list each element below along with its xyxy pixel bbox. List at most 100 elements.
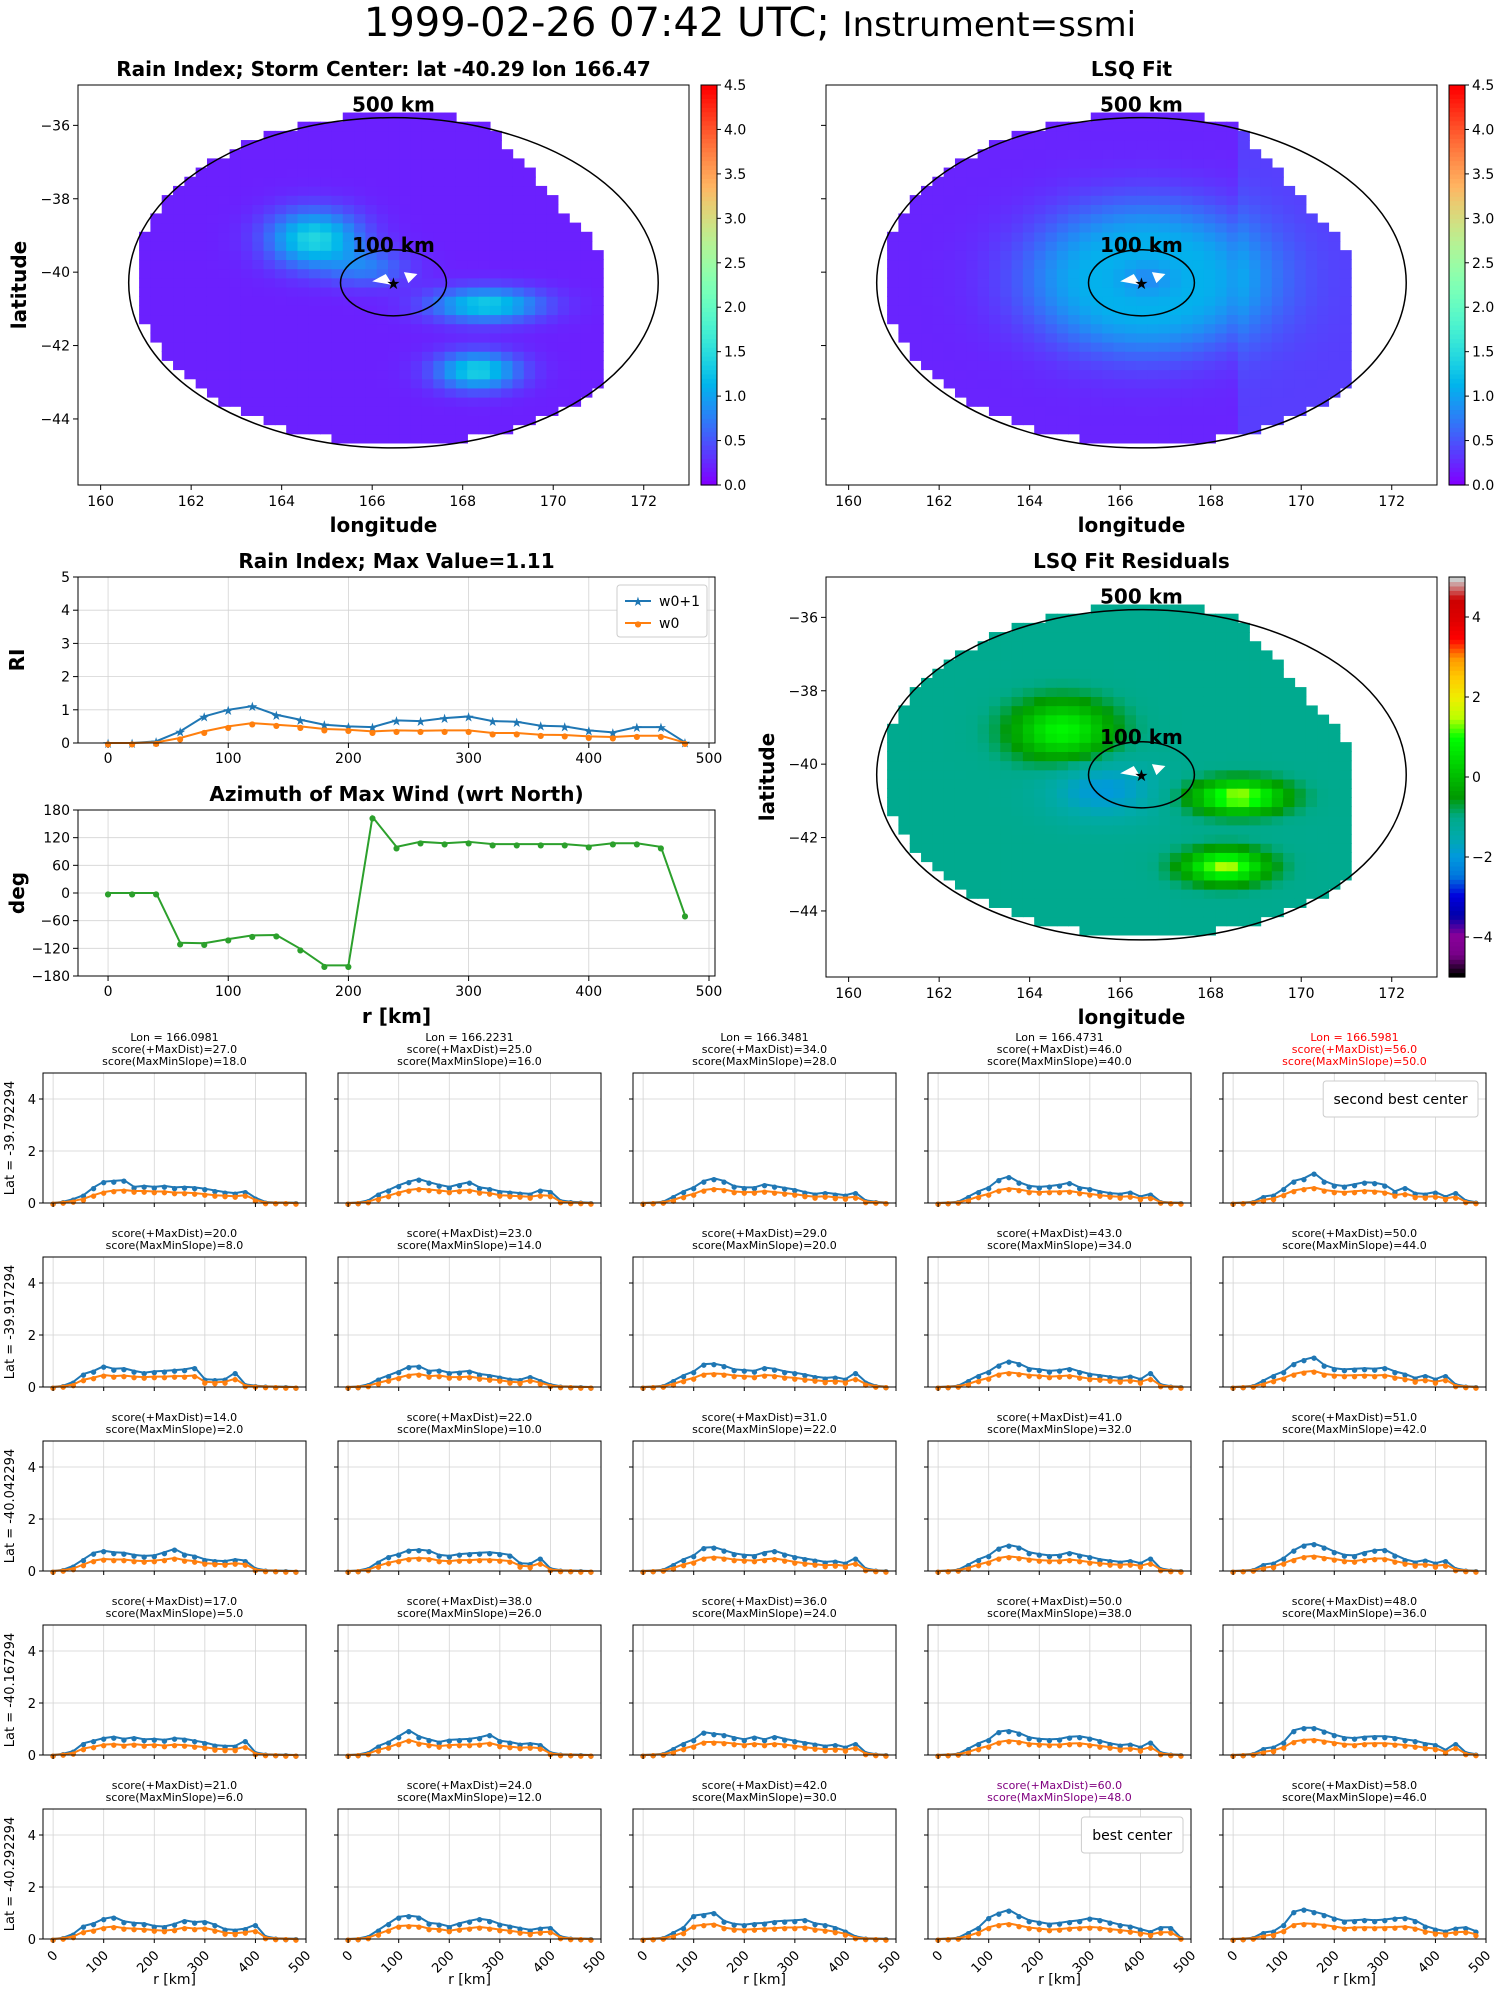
subplot-legend (1080, 1816, 1184, 1854)
data-point: ● (588, 1200, 594, 1208)
subplot-frame (632, 1440, 897, 1572)
data-point: ● (1147, 1194, 1153, 1202)
data-point: ● (80, 1562, 86, 1570)
data-point: ● (1107, 1374, 1113, 1382)
data-point: ● (1077, 1368, 1083, 1376)
data-point: ● (996, 1729, 1002, 1737)
data-point: ● (1056, 1182, 1062, 1190)
data-point: ● (1158, 1382, 1164, 1390)
subplot-r5-c1: ● ●● ●● ●● ● ● ● ● ● ● ● ● ●● ● ● ●● ● ● ●● ●● ● ● ● ● ● ● ● ● ● ● ● ● ●… (3, 1779, 314, 1988)
data-point: ● (466, 1918, 472, 1926)
map-title: LSQ Fit (1091, 57, 1173, 81)
data-point: ● (721, 1186, 727, 1194)
data-point: ● (477, 1189, 483, 1197)
data-point: ● (1372, 1373, 1378, 1381)
data-point: ● (1097, 1192, 1103, 1200)
data-point: ● (1067, 1373, 1073, 1381)
data-point: ● (426, 1736, 432, 1744)
data-point: ● (80, 1923, 86, 1931)
data-point: ● (232, 1376, 238, 1384)
data-point: ● (375, 1380, 381, 1388)
data-point: ● (852, 1740, 858, 1748)
data-point: ● (91, 1927, 97, 1935)
data-point: ● (182, 1925, 188, 1933)
data-point: ● (792, 1743, 798, 1751)
subplot-title-line: score(+MaxDist)=51.0 (1292, 1411, 1417, 1424)
map-field-fit (887, 112, 1352, 444)
data-point: ● (1402, 1915, 1408, 1923)
data-point: ● (426, 1548, 432, 1556)
data-point: ● (996, 1910, 1002, 1918)
series-line-w0 (108, 722, 686, 744)
data-point: ● (171, 1927, 177, 1935)
data-point: ● (1016, 1370, 1022, 1378)
x-tick-label: 500 (696, 751, 723, 767)
data-point: ● (1442, 1372, 1448, 1380)
row-lat-label: Lat = -40.292294 (3, 1817, 18, 1931)
x-tick-label: 300 (455, 984, 482, 1000)
data-point: ● (497, 1377, 503, 1385)
subplot-r3-c3: ● ●●● ●● ● ● ● ● ● ● ● ● ● ● ● ● ● ●●● ● ●● ● ● ● ● ● ● ● ● ● ● ● ● ● ● ●… (629, 1411, 897, 1576)
data-point: ● (396, 1182, 402, 1190)
data-point: ● (1321, 1554, 1327, 1562)
data-point: ● (466, 1550, 472, 1558)
data-point: ● (466, 1187, 472, 1195)
data-point: ● (547, 1566, 553, 1574)
y-tick-label: −40 (788, 757, 818, 773)
data-point: ● (171, 1742, 177, 1750)
data-point: ● (681, 1194, 687, 1202)
colorbar-tick-label: 0.0 (724, 478, 746, 494)
data-point: ● (965, 1194, 971, 1202)
x-axis-label: longitude (1078, 1005, 1186, 1029)
data-point: ● (1077, 1740, 1083, 1748)
x-tick-label: 172 (630, 494, 657, 510)
data-point: ● (121, 1550, 127, 1558)
data-point: ● (171, 1921, 177, 1929)
colorbar: 0.0 0.5 1.0 1.5 2.0 2.5 3.0 3.5 4.0 4.5 (1448, 78, 1494, 494)
data-point: ● (721, 1740, 727, 1748)
y-tick-label: −38 (40, 192, 70, 208)
data-point: ● (537, 1929, 543, 1937)
data-point: ● (192, 1365, 198, 1373)
data-point: ● (527, 1194, 533, 1202)
data-point: ● (822, 1743, 828, 1751)
colorbar-tick-label: 4 (1472, 610, 1481, 626)
data-point: ● (772, 1556, 778, 1564)
data-point: ● (691, 1184, 697, 1192)
data-point: ● (1422, 1557, 1428, 1565)
data-point: ● (1046, 1927, 1052, 1935)
data-point: ● (1036, 1551, 1042, 1559)
data-point: ● (1382, 1740, 1388, 1748)
data-point: ● (487, 1740, 493, 1748)
series-line (643, 1187, 886, 1204)
data-point: ● (1402, 1371, 1408, 1379)
data-point: ● (1271, 1747, 1277, 1755)
data-point: ● (436, 1367, 442, 1375)
data-point: ● (976, 1740, 982, 1748)
colorbar-tick-label: 2.5 (1472, 256, 1494, 272)
subplot-frame (42, 1624, 307, 1756)
data-point: ● (517, 1190, 523, 1198)
data-point: ● (1127, 1928, 1133, 1936)
data-point: ● (80, 1929, 86, 1937)
data-point: ● (249, 932, 256, 941)
series-line (938, 1175, 1181, 1204)
data-point: ● (842, 1376, 848, 1384)
colorbar-tick-label: 1.5 (1472, 345, 1494, 361)
data-point: ● (670, 1197, 676, 1205)
data-point: ● (151, 1923, 157, 1931)
data-point: ● (588, 1936, 594, 1944)
data-point: ★ (559, 720, 571, 735)
colorbar-tick-label: 0.5 (1472, 434, 1494, 450)
data-point: ● (782, 1925, 788, 1933)
data-point: ● (497, 1921, 503, 1929)
data-point: ● (497, 1192, 503, 1200)
data-point: ● (1473, 1568, 1479, 1576)
x-tick-label: 500 (1466, 1948, 1494, 1976)
data-point: ● (375, 1376, 381, 1384)
data-point: ● (517, 1745, 523, 1753)
colorbar-tick-label: 0 (1472, 770, 1481, 786)
data-point: ● (1422, 1740, 1428, 1748)
subplot-title-line: score(+MaxDist)=27.0 (112, 1043, 237, 1056)
data-point: ● (355, 1752, 361, 1760)
